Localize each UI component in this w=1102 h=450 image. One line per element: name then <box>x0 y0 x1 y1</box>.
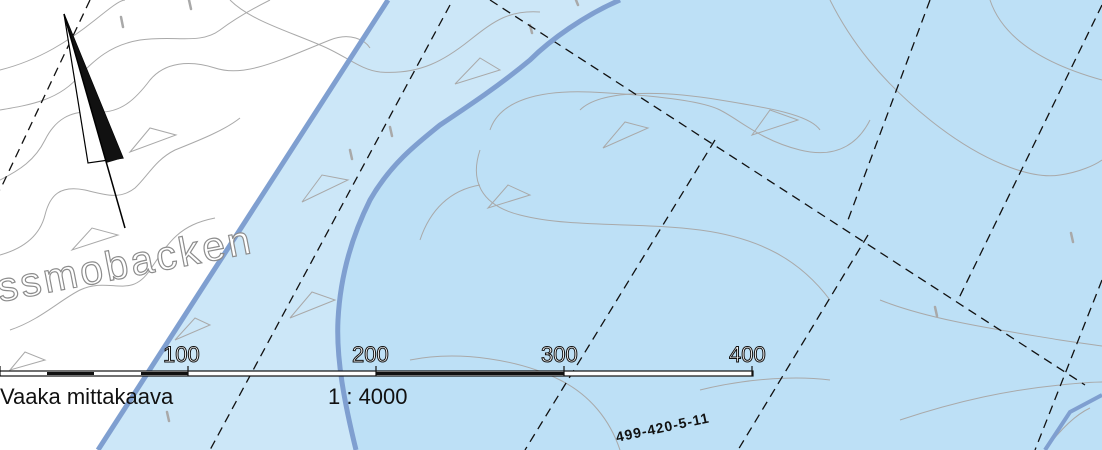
scale-bar: 0 100 200 300 400 Vaaka mittakaava 1 : 4… <box>0 342 766 409</box>
scale-tick-label-100: 100 <box>163 342 200 367</box>
scale-tick-label-400: 400 <box>729 342 766 367</box>
scale-bar-subsegment <box>94 372 141 375</box>
north-arrow-icon <box>63 13 126 229</box>
scale-ratio: 1 : 4000 <box>328 384 408 409</box>
scale-tick-label-200: 200 <box>352 342 389 367</box>
terrain-rock-symbols <box>119 0 1075 423</box>
scale-caption: Vaaka mittakaava <box>0 384 174 409</box>
scale-bar-subsegment <box>0 372 47 375</box>
scale-tick-label-300: 300 <box>541 342 578 367</box>
terrain-triangle-symbols <box>8 57 800 371</box>
zone-border-corner <box>1043 393 1102 450</box>
zone-main-area <box>337 0 1102 450</box>
zone-border-inner <box>335 0 621 450</box>
scale-bar-segment <box>376 372 564 375</box>
